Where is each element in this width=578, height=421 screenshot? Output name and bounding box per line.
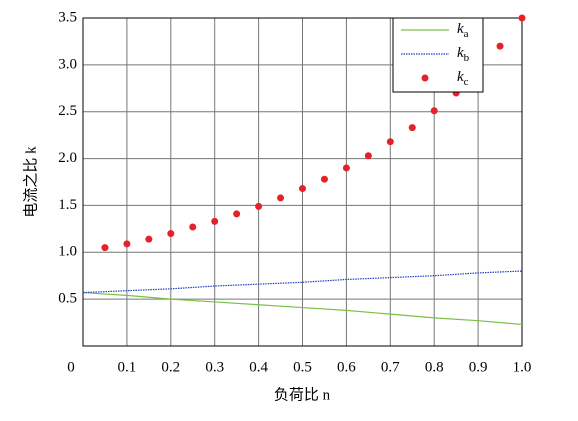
x-axis-label: 负荷比 n <box>274 386 331 403</box>
data-point <box>277 194 285 202</box>
y-tick-label: 0.5 <box>58 291 77 307</box>
x-tick-label: 0.6 <box>337 359 356 375</box>
data-point <box>342 164 350 172</box>
data-point <box>167 230 175 238</box>
data-point <box>101 244 109 252</box>
data-point <box>233 210 241 218</box>
legend-label: kc <box>457 69 469 87</box>
data-point <box>145 235 153 243</box>
x-tick-label: 0.2 <box>161 359 180 375</box>
data-point <box>299 185 306 193</box>
x-tick-label: 0.8 <box>425 359 444 375</box>
legend-label: kb <box>457 45 470 63</box>
legend-box <box>392 17 484 93</box>
data-point <box>364 152 372 160</box>
x-tick-label: 0 <box>67 359 75 375</box>
data-point <box>211 217 219 225</box>
x-tick-label: 0.9 <box>469 359 488 375</box>
data-point <box>408 124 416 132</box>
y-tick-label: 1.5 <box>58 197 77 213</box>
data-point <box>189 223 197 231</box>
x-tick-label: 0.4 <box>249 359 268 375</box>
y-tick-label: 1.0 <box>58 244 77 260</box>
line-series <box>82 291 523 326</box>
line-series <box>82 270 523 294</box>
y-tick-label: 2.0 <box>58 150 77 166</box>
data-point <box>386 138 394 146</box>
data-point <box>430 107 438 115</box>
x-tick-label: 0.5 <box>293 359 312 375</box>
x-tick-label: 0.1 <box>118 359 137 375</box>
y-axis-label: 电流之比 k <box>22 146 39 218</box>
data-point <box>123 240 131 248</box>
data-point <box>320 175 328 183</box>
data-point <box>255 202 263 210</box>
x-tick-label: 0.7 <box>381 359 400 375</box>
x-tick-label: 1.0 <box>513 359 532 375</box>
y-tick-label: 3.5 <box>58 9 77 25</box>
legend-label: ka <box>457 21 469 39</box>
legend-marker <box>421 74 429 82</box>
y-tick-label: 3.0 <box>58 56 77 72</box>
data-point <box>518 14 526 22</box>
plot-frame <box>82 17 523 347</box>
x-tick-label: 0.3 <box>205 359 224 375</box>
data-point <box>496 42 504 50</box>
y-tick-label: 2.5 <box>58 103 77 119</box>
